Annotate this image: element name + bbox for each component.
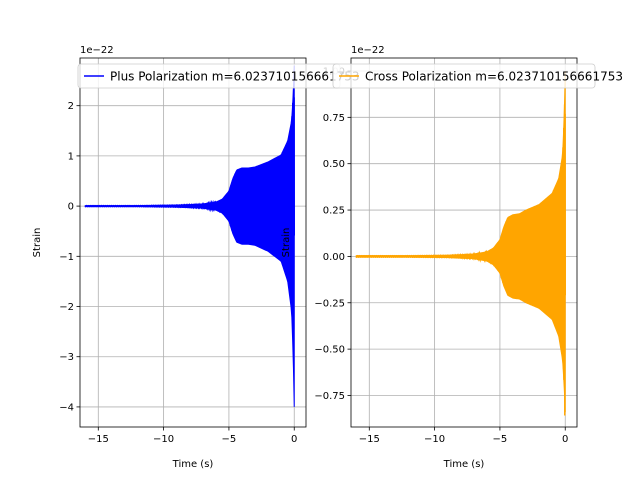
y-tick-label: −0.25	[314, 298, 345, 309]
legend-box	[332, 63, 596, 89]
y-tick-label: 1	[68, 151, 74, 162]
y-tick-label: 0	[68, 202, 74, 213]
legend-label: Cross Polarization m=6.023710156661753	[365, 70, 623, 84]
waveform-line	[355, 104, 566, 416]
waveform-line	[84, 88, 295, 329]
y-tick-label: −0.50	[314, 345, 345, 356]
x-tick-label: 0	[291, 434, 297, 445]
legend-1: Plus Polarization m=6.023710156661753	[77, 63, 360, 89]
y-offset-text: 1e−22	[80, 45, 114, 56]
x-tick-label: −10	[424, 434, 445, 445]
y-offset-text: 1e−22	[351, 45, 385, 56]
y-tick-label: −4	[59, 402, 74, 413]
y-tick-label: 2	[68, 101, 74, 112]
waveform-series	[355, 70, 566, 416]
x-tick-label: −5	[493, 434, 508, 445]
x-tick-label: −10	[153, 434, 174, 445]
x-tick-label: −5	[222, 434, 237, 445]
y-tick-label: 0.00	[323, 252, 345, 263]
axes-frame	[79, 57, 307, 428]
y-tick-label: 0.50	[323, 159, 345, 170]
legend-label: Plus Polarization m=6.023710156661753	[110, 70, 360, 84]
y-tick-label: 0.25	[323, 206, 345, 217]
legend-2: Cross Polarization m=6.023710156661753	[332, 63, 623, 89]
y-tick-label: −2	[59, 302, 74, 313]
y-tick-label: −0.75	[314, 391, 345, 402]
y-tick-label: −1	[59, 252, 74, 263]
y-axis-label: Strain	[281, 228, 292, 258]
y-tick-label: −3	[59, 352, 74, 363]
y-tick-label: 0.75	[323, 113, 345, 124]
x-axis-label: Time (s)	[443, 459, 485, 470]
axes-frame	[350, 57, 578, 428]
x-tick-label: −15	[88, 434, 109, 445]
x-tick-label: 0	[562, 434, 568, 445]
waveform-series	[84, 65, 295, 407]
x-axis-label: Time (s)	[172, 459, 214, 470]
x-tick-label: −15	[359, 434, 380, 445]
y-axis-label: Strain	[32, 228, 43, 258]
legend-layer: Plus Polarization m=6.023710156661753 Cro…	[77, 63, 623, 89]
